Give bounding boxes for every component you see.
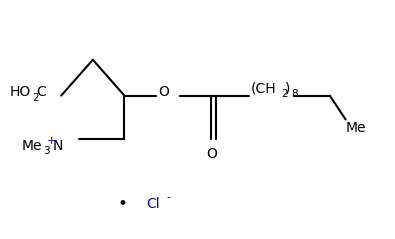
Text: O: O — [206, 147, 217, 161]
Text: (CH: (CH — [251, 81, 276, 95]
Text: Cl: Cl — [146, 197, 160, 211]
Text: +: + — [47, 136, 56, 147]
Text: HO: HO — [10, 85, 31, 99]
Text: Me: Me — [346, 121, 366, 135]
Text: C: C — [37, 85, 47, 99]
Text: •: • — [118, 195, 127, 213]
Text: 8: 8 — [292, 89, 298, 99]
Text: O: O — [158, 85, 169, 99]
Text: ): ) — [285, 81, 291, 95]
Text: Me: Me — [22, 139, 42, 153]
Text: 3: 3 — [43, 146, 49, 156]
Text: 2: 2 — [32, 92, 39, 103]
Text: -: - — [167, 192, 171, 202]
Text: 2: 2 — [281, 89, 288, 99]
Text: N: N — [53, 139, 63, 153]
